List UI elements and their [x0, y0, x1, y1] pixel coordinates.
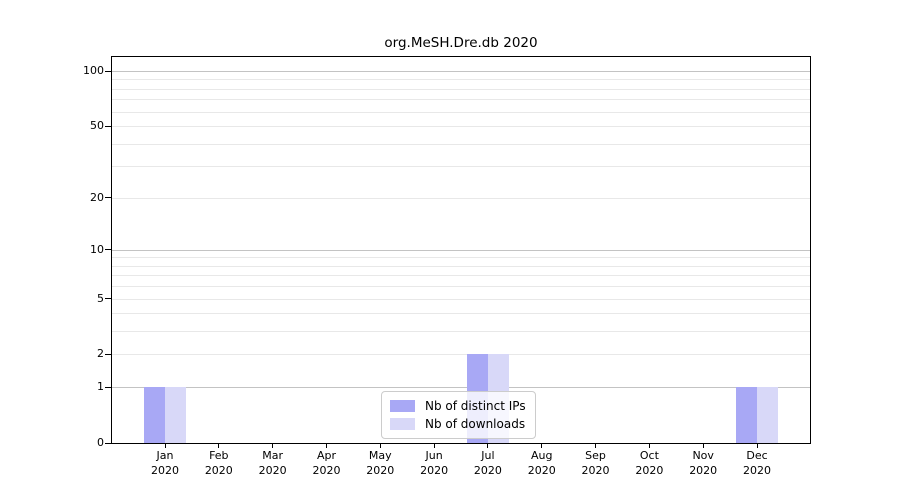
y-tick-label: 2 [97, 347, 104, 361]
legend-swatch-distinct-ips [390, 400, 415, 412]
month-label: Jul [481, 449, 495, 462]
legend-label-downloads: Nb of downloads [425, 417, 526, 431]
year-label: 2020 [151, 464, 179, 477]
month-label: Apr [316, 449, 336, 462]
minor-gridline [112, 298, 810, 300]
x-tick-label: Jul 2020 [458, 448, 518, 478]
legend: Nb of distinct IPs Nb of downloads [381, 391, 536, 439]
x-tick-label: Oct 2020 [619, 448, 679, 478]
x-axis-tick [756, 444, 758, 448]
x-axis-tick [272, 444, 274, 448]
month-label: Oct [639, 449, 659, 462]
month-label: Sep [585, 449, 606, 462]
minor-gridline [112, 166, 810, 168]
x-tick-label: Jan 2020 [135, 448, 195, 478]
x-axis-tick [487, 444, 489, 448]
minor-gridline [112, 313, 810, 315]
year-label: 2020 [635, 464, 664, 477]
major-gridline [112, 71, 810, 72]
x-axis-tick [379, 444, 381, 448]
year-label: 2020 [527, 464, 556, 477]
y-tick-label: 10 [90, 242, 104, 256]
y-tick-label: 50 [90, 119, 104, 133]
x-tick-label: Sep 2020 [566, 448, 626, 478]
x-tick-label: Dec 2020 [727, 448, 787, 478]
year-label: 2020 [420, 464, 449, 477]
y-tick-label: 1 [97, 380, 104, 394]
minor-gridline [112, 354, 810, 356]
y-axis-tick [105, 298, 111, 300]
minor-gridline [112, 265, 810, 267]
x-axis-tick [595, 444, 597, 448]
x-axis-tick [218, 444, 220, 448]
y-axis-tick [105, 197, 111, 199]
month-label: Feb [209, 449, 229, 462]
x-tick-label: May 2020 [350, 448, 410, 478]
y-axis-tick [105, 353, 111, 355]
month-label: Dec [746, 449, 768, 462]
minor-gridline [112, 88, 810, 90]
year-label: 2020 [581, 464, 610, 477]
month-label: Jan [156, 449, 174, 462]
year-label: 2020 [312, 464, 341, 477]
y-axis-tick [105, 249, 111, 251]
y-tick-label: 20 [90, 190, 104, 204]
year-label: 2020 [258, 464, 287, 477]
y-tick-label: 100 [83, 64, 104, 77]
year-label: 2020 [743, 464, 772, 477]
y-axis-tick [105, 125, 111, 127]
minor-gridline [112, 197, 810, 199]
x-tick-label: Apr 2020 [296, 448, 356, 478]
y-axis-tick [105, 70, 111, 72]
month-label: Aug [530, 449, 553, 462]
chart-title: org.MeSH.Dre.db 2020 [384, 35, 538, 51]
x-axis-tick [433, 444, 435, 448]
month-label: Nov [692, 449, 714, 462]
legend-item-downloads: Nb of downloads [390, 415, 526, 433]
x-axis-tick [325, 444, 327, 448]
minor-gridline [112, 143, 810, 145]
minor-gridline [112, 111, 810, 113]
month-label: Mar [262, 449, 283, 462]
y-axis-tick [105, 442, 111, 444]
y-tick-label: 0 [97, 436, 104, 449]
y-tick-label: 5 [97, 291, 104, 305]
x-axis-tick [164, 444, 166, 448]
legend-item-distinct-ips: Nb of distinct IPs [390, 397, 526, 415]
x-axis-tick [702, 444, 704, 448]
major-gridline [112, 249, 810, 251]
x-axis-tick [648, 444, 650, 448]
minor-gridline [112, 126, 810, 128]
bar-distinct-ips [144, 387, 165, 443]
major-gridline [112, 387, 810, 389]
minor-gridline [112, 79, 810, 81]
y-axis-tick [105, 386, 111, 388]
minor-gridline [112, 286, 810, 288]
x-tick-label: Feb 2020 [189, 448, 249, 478]
year-label: 2020 [473, 464, 502, 477]
minor-gridline [112, 275, 810, 277]
minor-gridline [112, 99, 810, 101]
x-axis-tick [541, 444, 543, 448]
year-label: 2020 [689, 464, 718, 477]
x-tick-label: Jun 2020 [404, 448, 464, 478]
bar-downloads [165, 387, 186, 443]
legend-label-distinct-ips: Nb of distinct IPs [425, 399, 526, 413]
x-tick-label: Aug 2020 [512, 448, 572, 478]
plot-area: Nb of distinct IPs Nb of downloads 0 1 2 5 1… [83, 56, 811, 477]
month-label: May [368, 449, 392, 462]
minor-gridline [112, 257, 810, 259]
year-label: 2020 [366, 464, 395, 477]
legend-swatch-downloads [390, 418, 415, 430]
minor-gridline [112, 331, 810, 333]
x-tick-label: Mar 2020 [243, 448, 303, 478]
month-label: Jun [425, 449, 443, 462]
year-label: 2020 [204, 464, 233, 477]
x-tick-label: Nov 2020 [673, 448, 733, 478]
bar-downloads [757, 387, 779, 443]
bar-distinct-ips [736, 387, 758, 443]
